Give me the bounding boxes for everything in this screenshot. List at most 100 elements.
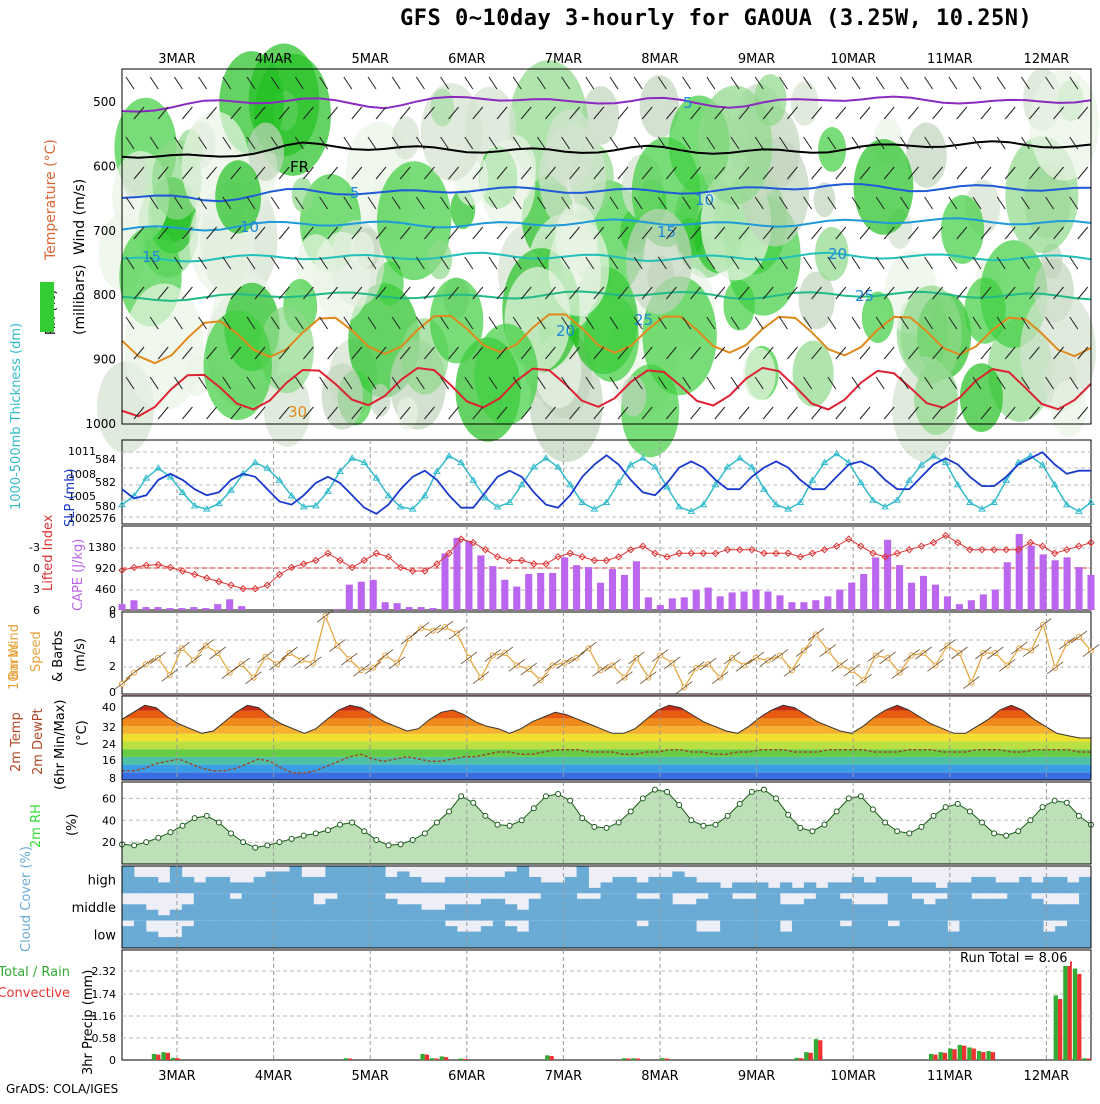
wind-barb bbox=[996, 376, 1006, 390]
cape-bar bbox=[166, 608, 174, 610]
cloud-bar-middle bbox=[708, 893, 721, 921]
wind-barb bbox=[948, 136, 958, 150]
date-label-top: 7MAR bbox=[545, 52, 582, 67]
wind-barb bbox=[972, 376, 982, 390]
rh2m-point bbox=[797, 824, 804, 831]
wind-barb bbox=[827, 196, 837, 210]
wind-barb bbox=[375, 346, 387, 360]
cape-bar bbox=[908, 582, 916, 610]
cloud-bar-low bbox=[612, 920, 625, 948]
wind-barb bbox=[908, 106, 919, 120]
wind-barb bbox=[278, 346, 290, 360]
lifted-index-point bbox=[1075, 542, 1083, 550]
wind-barb bbox=[222, 256, 232, 270]
cloud-bar-low bbox=[851, 920, 865, 948]
wind-barb bbox=[1029, 166, 1040, 180]
cloud-bar-middle bbox=[779, 904, 793, 921]
cloud-bar-low bbox=[540, 920, 554, 948]
rh-blob bbox=[697, 85, 773, 205]
cloud-bar-middle bbox=[301, 893, 314, 921]
lifted-index-point bbox=[736, 546, 744, 554]
wind-barb bbox=[448, 166, 459, 180]
wind-speed-line bbox=[121, 614, 1092, 689]
wind-barb bbox=[157, 346, 169, 360]
precip-conv-bar bbox=[347, 1058, 353, 1060]
lifted-index-point bbox=[990, 546, 998, 554]
lifted-index-point bbox=[408, 567, 417, 575]
rh2m-point bbox=[228, 830, 235, 837]
thickness-point bbox=[881, 502, 889, 510]
lifted-index-point bbox=[941, 531, 950, 540]
wind-barb-10m bbox=[317, 609, 334, 623]
rh2m-point bbox=[809, 828, 816, 835]
cloud-bar-low bbox=[600, 920, 613, 948]
thickness-point bbox=[1087, 498, 1095, 505]
wind-barb bbox=[585, 316, 595, 330]
wind-barb bbox=[980, 406, 992, 420]
wind-barb bbox=[424, 106, 435, 120]
wind-barb bbox=[351, 226, 363, 240]
wind-barb bbox=[666, 226, 677, 240]
wind-barb bbox=[157, 166, 169, 180]
wind-barb bbox=[351, 166, 363, 180]
lifted-index-point bbox=[118, 566, 126, 574]
cloud-bar-low bbox=[576, 920, 589, 948]
rh-blob bbox=[350, 231, 375, 271]
wind-barb bbox=[835, 346, 847, 360]
wind-barb bbox=[690, 406, 701, 420]
rh2m-point bbox=[760, 786, 767, 793]
cloud-bar-low bbox=[1019, 920, 1032, 948]
lifted-index-point bbox=[190, 570, 199, 579]
thickness-point bbox=[602, 498, 611, 505]
upper-air-ytick: 700 bbox=[93, 224, 116, 238]
wind-barb bbox=[609, 256, 619, 270]
wind-barb-10m bbox=[1034, 618, 1052, 631]
rh2m-point bbox=[869, 806, 876, 813]
dewpt-2m-line bbox=[122, 748, 1091, 774]
lifted-index-point bbox=[808, 549, 817, 557]
lifted-index-point bbox=[929, 538, 938, 547]
rh2m-point bbox=[143, 839, 150, 846]
cloud-bar-middle bbox=[433, 909, 446, 921]
lifted-index-point bbox=[360, 556, 368, 565]
wind-barb-10m bbox=[173, 641, 191, 655]
wind-barb bbox=[173, 196, 183, 210]
precip-total-bar bbox=[986, 1051, 991, 1060]
wind-barb bbox=[908, 286, 919, 300]
cape-ytick: 0 bbox=[109, 604, 116, 617]
wind-barb bbox=[730, 256, 740, 270]
wind-barb bbox=[899, 316, 909, 330]
wind-barb bbox=[593, 286, 605, 300]
cape-bar bbox=[501, 579, 509, 610]
wind-barb-10m bbox=[568, 651, 585, 665]
wind-barb bbox=[996, 136, 1006, 150]
precip-total-bar bbox=[343, 1058, 348, 1060]
cape-bar bbox=[477, 555, 485, 610]
rh-blob bbox=[121, 154, 149, 199]
cape-bar bbox=[178, 608, 186, 610]
cloud-bar-high bbox=[1079, 876, 1092, 894]
rh-blob bbox=[215, 160, 262, 234]
wind-barb-10m bbox=[412, 622, 430, 635]
cloud-bar-high bbox=[636, 882, 649, 894]
cloud-bar-middle bbox=[803, 898, 817, 921]
wind-barb-10m bbox=[807, 628, 825, 641]
wind-barb bbox=[883, 346, 895, 360]
cape-bar bbox=[214, 604, 222, 610]
precip-ytick: 0.58 bbox=[92, 1032, 117, 1045]
wind-barb bbox=[198, 256, 208, 270]
wind-barb bbox=[980, 346, 992, 360]
wind-barb bbox=[593, 406, 605, 420]
precip-ylabel: 3hr Precip (mm) bbox=[81, 970, 96, 1075]
wind-barb bbox=[778, 76, 788, 90]
wind-barb bbox=[496, 286, 508, 300]
lifted-index-point bbox=[372, 549, 381, 557]
cloud-bar-high bbox=[947, 882, 960, 894]
date-label-top: 4MAR bbox=[255, 52, 292, 67]
wind-barb-10m bbox=[1010, 641, 1028, 655]
wind-barb bbox=[206, 406, 217, 420]
wind-barb bbox=[569, 106, 580, 120]
lifted-index-point bbox=[578, 553, 586, 561]
thickness-point bbox=[529, 463, 538, 470]
cape-bar bbox=[955, 604, 963, 610]
